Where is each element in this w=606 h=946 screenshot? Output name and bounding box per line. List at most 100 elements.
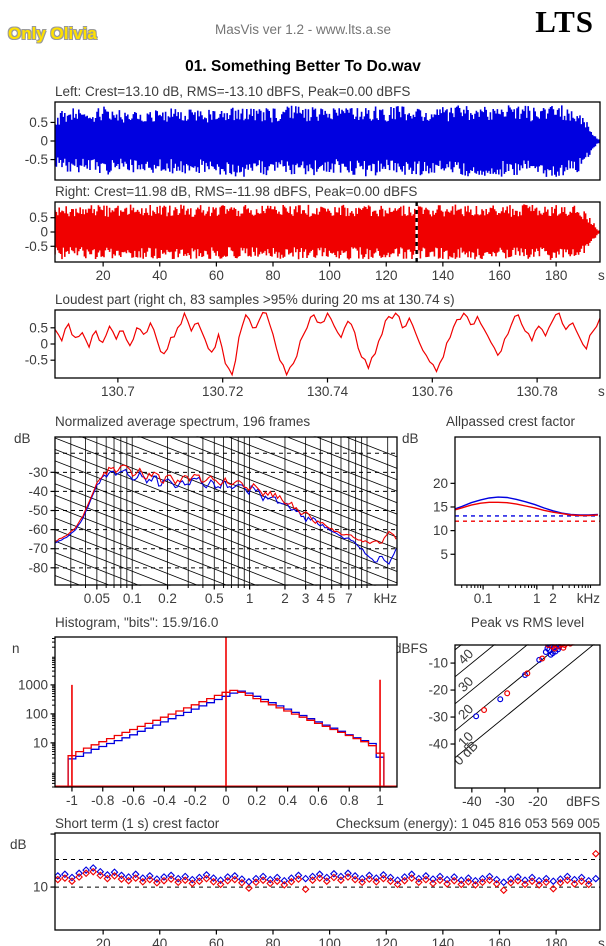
svg-text:100: 100 xyxy=(318,936,341,946)
svg-text:-70: -70 xyxy=(28,541,48,556)
svg-text:100: 100 xyxy=(25,706,48,721)
svg-text:160: 160 xyxy=(488,936,511,946)
svg-text:80: 80 xyxy=(265,268,280,283)
svg-text:2: 2 xyxy=(549,591,557,606)
svg-text:180: 180 xyxy=(545,268,568,283)
svg-text:20: 20 xyxy=(96,936,111,946)
svg-text:80: 80 xyxy=(265,936,280,946)
svg-text:10: 10 xyxy=(33,735,48,750)
svg-text:-0.2: -0.2 xyxy=(184,793,207,808)
short-term-db-unit: dB xyxy=(10,837,27,852)
svg-text:0.4: 0.4 xyxy=(278,793,297,808)
svg-text:s: s xyxy=(598,268,605,283)
allpassed-crest-factor-plot: 0.1 1 2 20 15 10 5 kHz xyxy=(433,436,601,606)
svg-text:0.6: 0.6 xyxy=(309,793,328,808)
svg-text:-30: -30 xyxy=(428,710,448,725)
svg-text:140: 140 xyxy=(432,936,455,946)
svg-text:1: 1 xyxy=(246,591,254,606)
svg-text:-0.5: -0.5 xyxy=(25,239,48,254)
right-waveform-plot: 20 40 60 80 100 120 140 160 180 0.50-0.5 s xyxy=(25,201,605,283)
svg-text:60: 60 xyxy=(209,268,224,283)
svg-text:kHz: kHz xyxy=(374,591,397,606)
svg-text:-20: -20 xyxy=(528,794,548,809)
svg-text:180: 180 xyxy=(545,936,568,946)
svg-text:15: 15 xyxy=(433,499,448,514)
svg-text:20: 20 xyxy=(96,268,111,283)
svg-text:1: 1 xyxy=(376,793,384,808)
checksum-label: Checksum (energy): 1 045 816 053 569 005 xyxy=(335,816,600,831)
svg-text:0: 0 xyxy=(40,134,48,149)
svg-text:0.5: 0.5 xyxy=(29,210,48,225)
peak-vs-rms-title: Peak vs RMS level xyxy=(470,615,585,630)
svg-text:0.1: 0.1 xyxy=(123,591,142,606)
svg-text:130.72: 130.72 xyxy=(202,384,243,399)
svg-text:-40: -40 xyxy=(28,484,48,499)
svg-text:30: 30 xyxy=(455,674,476,695)
amplitude-histogram-plot: -1 -0.8 -0.6 -0.4 -0.2 0 0.2 0.4 0.6 0.8 1 1000 100 1… xyxy=(18,636,398,808)
svg-text:40: 40 xyxy=(152,936,167,946)
svg-text:0.8: 0.8 xyxy=(340,793,359,808)
svg-text:140: 140 xyxy=(432,268,455,283)
svg-text:20: 20 xyxy=(433,476,448,491)
svg-text:10: 10 xyxy=(455,729,476,750)
svg-text:-0.4: -0.4 xyxy=(153,793,177,808)
svg-text:-30: -30 xyxy=(28,465,48,480)
svg-text:-20: -20 xyxy=(428,683,448,698)
svg-text:-30: -30 xyxy=(495,794,515,809)
allpassed-db-unit: dB xyxy=(402,431,419,446)
svg-text:5: 5 xyxy=(328,591,336,606)
svg-text:0: 0 xyxy=(40,337,48,352)
svg-text:5: 5 xyxy=(440,547,448,562)
svg-text:130.78: 130.78 xyxy=(516,384,557,399)
left-waveform-plot: 0.5 0 -0.5 xyxy=(25,101,601,181)
svg-text:4: 4 xyxy=(317,591,325,606)
svg-text:1000: 1000 xyxy=(18,677,48,692)
allpassed-title: Allpassed crest factor xyxy=(446,414,576,429)
svg-text:-0.6: -0.6 xyxy=(122,793,145,808)
svg-text:0.05: 0.05 xyxy=(84,591,110,606)
average-spectrum-plot: 0.05 0.1 0.2 0.5 1 2 3 4 5 7 -30 -40 -50 -60 -70 -80 kHz xyxy=(28,436,398,606)
svg-text:100: 100 xyxy=(318,268,341,283)
track-title: 01. Something Better To Do.wav xyxy=(185,58,421,75)
spectrum-db-unit: dB xyxy=(14,431,31,446)
svg-text:0.5: 0.5 xyxy=(205,591,224,606)
svg-text:-10: -10 xyxy=(428,656,448,671)
svg-text:60: 60 xyxy=(209,936,224,946)
svg-text:130.76: 130.76 xyxy=(412,384,453,399)
svg-text:120: 120 xyxy=(375,268,398,283)
svg-text:10: 10 xyxy=(433,523,448,538)
svg-text:1: 1 xyxy=(533,591,541,606)
svg-text:160: 160 xyxy=(488,268,511,283)
svg-text:-0.5: -0.5 xyxy=(25,152,48,167)
svg-text:-50: -50 xyxy=(28,503,48,518)
svg-text:0.2: 0.2 xyxy=(158,591,177,606)
svg-text:130.74: 130.74 xyxy=(307,384,349,399)
svg-text:0: 0 xyxy=(222,793,230,808)
svg-text:s: s xyxy=(598,384,605,399)
svg-text:7: 7 xyxy=(345,591,353,606)
svg-text:-40: -40 xyxy=(462,794,482,809)
left-waveform-title: Left: Crest=13.10 dB, RMS=-13.10 dBFS, P… xyxy=(55,84,411,99)
svg-text:0.5: 0.5 xyxy=(29,320,48,335)
svg-text:-0.8: -0.8 xyxy=(91,793,114,808)
histogram-title: Histogram, "bits": 15.9/16.0 xyxy=(55,615,219,630)
svg-text:0.5: 0.5 xyxy=(29,115,48,130)
svg-text:-40: -40 xyxy=(428,737,448,752)
svg-text:0: 0 xyxy=(40,225,48,240)
lts-logo: LTS xyxy=(535,4,594,39)
svg-text:s: s xyxy=(598,936,605,946)
short-term-crest-factor-plot: 20 40 60 80 100 120 140 160 180 10 s xyxy=(33,832,605,946)
playlist-label: Only Olivia xyxy=(8,24,97,43)
svg-text:130.7: 130.7 xyxy=(101,384,135,399)
loudest-part-plot: 130.7 130.72 130.74 130.76 130.78 0.5 0-0.5 s xyxy=(25,309,605,399)
short-term-title: Short term (1 s) crest factor xyxy=(55,816,220,831)
svg-text:0.1: 0.1 xyxy=(474,591,493,606)
histogram-n-unit: n xyxy=(12,641,20,656)
spectrum-title: Normalized average spectrum, 196 frames xyxy=(55,414,311,429)
svg-text:-0.5: -0.5 xyxy=(25,353,48,368)
loudest-part-title: Loudest part (right ch, 83 samples >95% … xyxy=(55,292,455,307)
svg-text:dBFS: dBFS xyxy=(566,794,600,809)
